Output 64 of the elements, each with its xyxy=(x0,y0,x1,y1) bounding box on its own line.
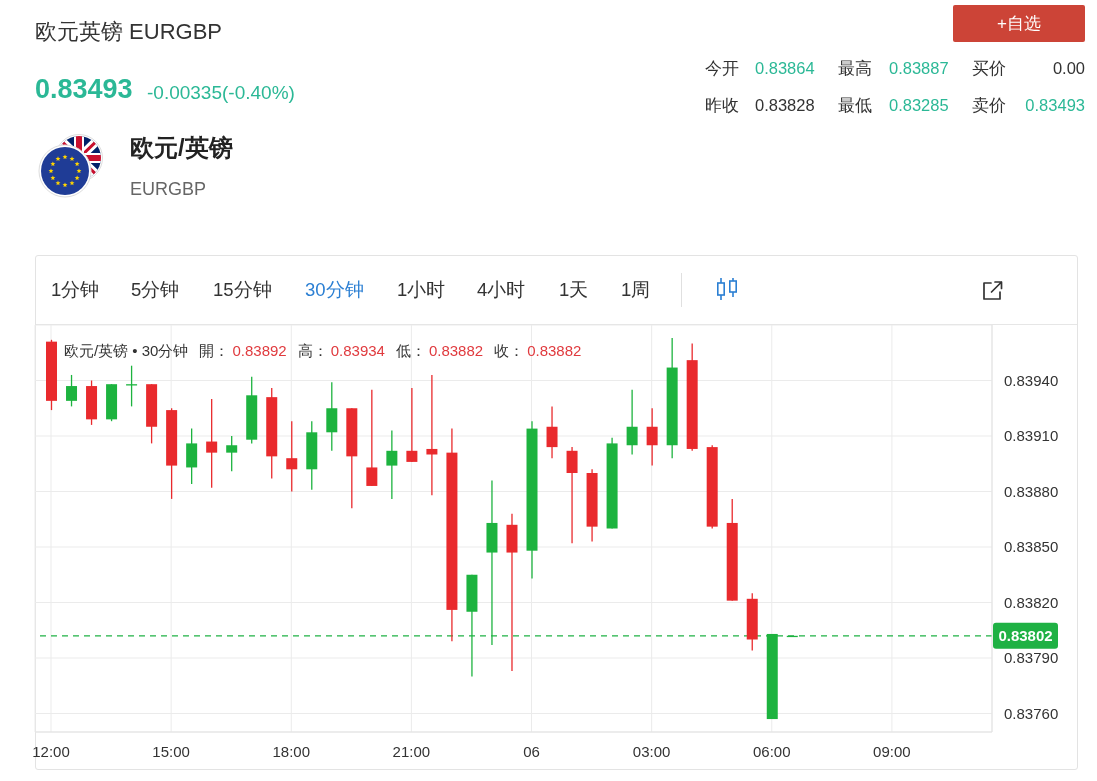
candlestick xyxy=(626,389,638,456)
annotation: 0.83882 xyxy=(527,342,582,360)
y-tick-label: 0.83790 xyxy=(1004,649,1059,667)
text: 1周 xyxy=(621,279,651,301)
y-tick-label: 0.83910 xyxy=(1004,427,1059,445)
x-tick-label: 06:00 xyxy=(753,742,791,760)
y-tick-label: 0.83880 xyxy=(1004,482,1059,500)
text: 0.83887 xyxy=(889,58,949,77)
text: 欧元/英镑 xyxy=(130,134,233,162)
annotation: 欧元/英镑 • 30分钟 xyxy=(64,342,189,360)
annotation: 收： xyxy=(494,342,525,360)
annotation: 0.83934 xyxy=(330,342,385,360)
y-tick-label: 0.83820 xyxy=(1004,593,1059,611)
candlestick xyxy=(206,398,218,489)
x-tick-label: 06 xyxy=(523,742,540,760)
text: 最高 xyxy=(838,58,872,77)
x-tick-label: 12:00 xyxy=(32,742,70,760)
text: -0.00335(-0.40%) xyxy=(147,82,295,104)
text: 0.00 xyxy=(1052,58,1085,77)
candlestick xyxy=(66,374,78,408)
text: 15分钟 xyxy=(213,279,272,301)
text: 今开 xyxy=(705,58,739,77)
text: 0.83493 xyxy=(35,74,133,105)
candlestick xyxy=(366,389,378,487)
candlestick xyxy=(566,446,578,544)
candlestick xyxy=(286,420,298,493)
text: 0.83828 xyxy=(755,95,815,114)
x-tick-label: 15:00 xyxy=(152,742,190,760)
annotation: 開： xyxy=(199,342,230,360)
text: 1小时 xyxy=(397,279,446,301)
text: 30分钟 xyxy=(305,279,364,301)
x-tick-label: 03:00 xyxy=(632,742,671,760)
annotation: 0.83882 xyxy=(428,342,484,360)
x-tick-label: 21:00 xyxy=(392,742,431,760)
x-tick-label: 09:00 xyxy=(873,742,911,760)
text: 卖价 xyxy=(972,95,1006,114)
x-tick-label: 18:00 xyxy=(272,742,311,760)
y-tick-label: 0.83760 xyxy=(1004,704,1059,722)
candlestick xyxy=(646,407,658,467)
text: 最低 xyxy=(838,95,872,114)
text: 1天 xyxy=(559,279,589,301)
add-button: +自选 xyxy=(953,5,1085,42)
text: 昨收 xyxy=(705,95,739,114)
ref-line-label: 0.83802 xyxy=(998,627,1053,645)
text: 0.83285 xyxy=(889,95,949,114)
y-tick-label: 0.83940 xyxy=(1004,371,1059,389)
annotation: 高： xyxy=(297,342,328,360)
y-tick-label: 0.83850 xyxy=(1004,538,1059,556)
text: 5分钟 xyxy=(131,279,180,301)
text: 1分钟 xyxy=(51,279,100,301)
annotation: 0.83892 xyxy=(232,342,287,360)
annotation: 低： xyxy=(395,342,426,360)
text: 0.83493 xyxy=(1025,95,1085,114)
chart-title: 欧元英镑 EURGBP xyxy=(35,19,223,44)
candlestick xyxy=(226,435,238,472)
text: 4小时 xyxy=(477,279,526,301)
candlestick xyxy=(126,365,138,408)
candlestick xyxy=(546,405,558,459)
candlestick xyxy=(386,429,398,500)
candlestick xyxy=(426,374,438,496)
candlestick xyxy=(406,387,418,463)
text: 0.83864 xyxy=(755,58,815,77)
text: EURGBP xyxy=(130,178,207,199)
text: 买价 xyxy=(972,58,1006,77)
